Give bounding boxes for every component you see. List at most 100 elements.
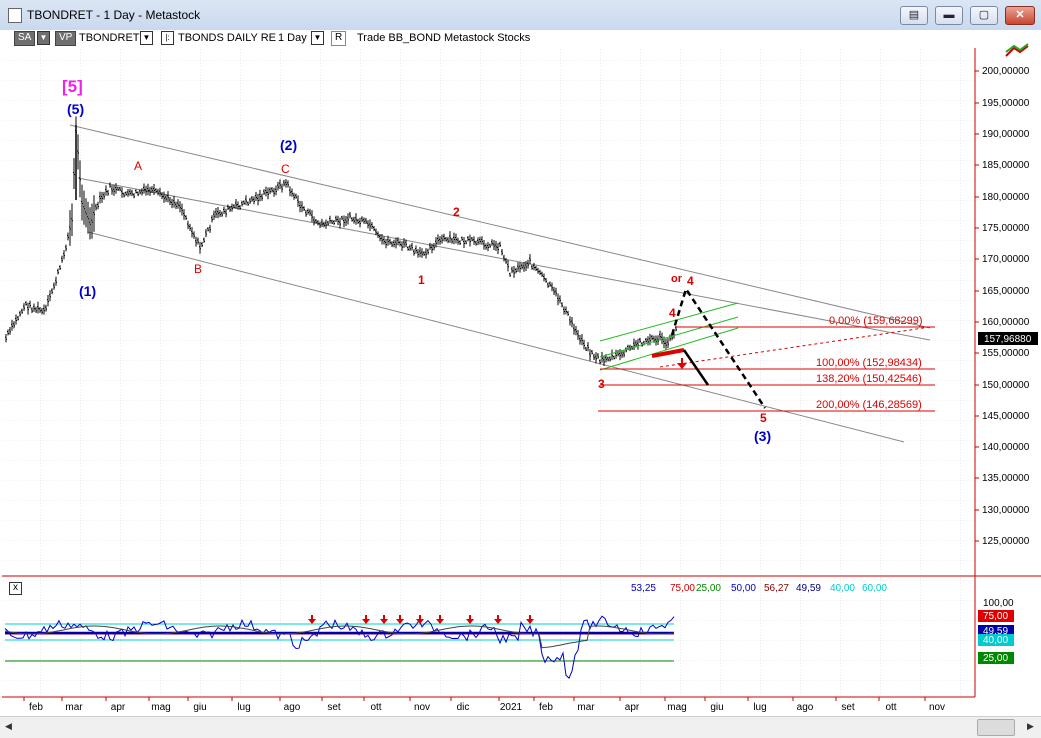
wave-label-3: 3	[598, 377, 605, 391]
wave-label-4-a: 4	[669, 306, 676, 320]
time-tick-label: lug	[753, 702, 766, 713]
scroll-left-icon[interactable]: ◀	[5, 721, 12, 731]
last-price-label: 157,96880	[984, 334, 1032, 345]
wave-label-1-small: 1	[418, 273, 425, 287]
price-tick-label: 135,00000	[982, 473, 1030, 484]
vp-button[interactable]: VP	[55, 31, 77, 46]
oscillator-readout: 49,59	[796, 583, 821, 594]
time-tick-label: apr	[625, 702, 640, 713]
price-pane-grid	[2, 48, 975, 575]
wave-projections	[651, 286, 767, 409]
wave-label-1: (1)	[79, 283, 96, 299]
security-name: TBONDS DAILY RE	[178, 32, 277, 44]
period-dropdown-icon[interactable]: ▼	[311, 31, 324, 45]
oscillator-signal-arrow	[416, 615, 424, 624]
wave-label-a: A	[134, 159, 142, 173]
toolbar-links[interactable]: Trade BB_BOND Metastock Stocks	[357, 32, 531, 44]
oscillator-axis-label: 75,00	[983, 611, 1008, 622]
price-tick-label: 155,00000	[982, 348, 1030, 359]
price-tick-label: 160,00000	[982, 317, 1030, 328]
close-button[interactable]: ✕	[1005, 6, 1035, 25]
restore-button[interactable]: ▢	[970, 6, 998, 25]
oscillator-axis-tag	[978, 652, 1014, 664]
tile-icon[interactable]: ▤	[900, 6, 928, 25]
price-tick-label: 185,00000	[982, 160, 1030, 171]
wave-label-5-small: 5	[760, 411, 767, 425]
time-tick-label: set	[841, 702, 855, 713]
wave-label-c: C	[281, 162, 290, 176]
oscillator-readout: 40,00	[830, 583, 855, 594]
oscillator-readout: 75,00	[670, 583, 695, 594]
oscillator-axis-tag	[978, 610, 1014, 622]
window-titlebar: TBONDRET - 1 Day - Metastock ▤ ▬ ▢ ✕	[0, 0, 1041, 31]
fib-lines	[598, 326, 935, 412]
oscillator-signal-arrow	[466, 615, 474, 624]
period-label: 1 Day	[278, 32, 307, 44]
oscillator-readout: 53,25	[631, 583, 656, 594]
oscillator-signal-arrow	[396, 615, 404, 624]
time-tick-label: mag	[151, 702, 170, 713]
sa-button[interactable]: SA	[14, 31, 36, 46]
oscillator-readout: 56,27	[764, 583, 789, 594]
r-button[interactable]: R	[331, 31, 347, 46]
fib-label-200: 200,00% (146,28569)	[816, 399, 922, 411]
oscillator-readout: 50,00	[731, 583, 756, 594]
price-tick-label: 130,00000	[982, 505, 1030, 516]
wave-label-b: B	[194, 262, 202, 276]
time-tick-label: dic	[457, 702, 470, 713]
time-tick-label: feb	[29, 702, 43, 713]
chart-toolbar: SA ▼ VP TBONDRET ▼ |: TBONDS DAILY RE 1 …	[0, 30, 1041, 47]
price-tick-label: 175,00000	[982, 223, 1030, 234]
time-tick-label: mag	[667, 702, 686, 713]
wave-label-or: or	[671, 273, 683, 285]
symbol-dropdown-icon[interactable]: ▼	[140, 31, 153, 45]
wave-label-2-big: (2)	[280, 137, 297, 153]
time-tick-label: ago	[797, 702, 814, 713]
time-axis: feb mar apr mag giu lug ago set ott nov dic 2021 feb…	[23, 697, 945, 713]
time-tick-label: lug	[237, 702, 250, 713]
oscillator-signal-arrow	[494, 615, 502, 624]
wave-label-4-b: 4	[687, 274, 694, 288]
time-tick-label: nov	[414, 702, 430, 713]
time-tick-label: 2021	[500, 702, 523, 713]
wave-label-5-bracket: [5]	[62, 77, 83, 96]
time-tick-label: ago	[284, 702, 301, 713]
oscillator-signal-arrow	[436, 615, 444, 624]
wave-label-2: 2	[453, 205, 460, 219]
price-tick-label: 150,00000	[982, 380, 1030, 391]
oscillator-signal-arrow	[308, 615, 316, 624]
oscillator-signal-arrow	[526, 615, 534, 624]
oscillator-close-button[interactable]: x	[9, 582, 22, 595]
price-tick-label: 165,00000	[982, 286, 1030, 297]
chart-tools-icon[interactable]	[1005, 43, 1029, 57]
oscillator	[4, 615, 675, 679]
price-tick-label: 195,00000	[982, 98, 1030, 109]
minimize-button[interactable]: ▬	[935, 6, 963, 25]
fib-label-138: 138,20% (150,42546)	[816, 373, 922, 385]
oscillator-axis-tag	[978, 634, 1014, 646]
sa-dropdown-icon[interactable]: ▼	[37, 31, 50, 45]
horizontal-scrollbar[interactable]: ◀ ▶	[0, 716, 1041, 738]
oscillator-signal-arrow	[380, 615, 388, 624]
time-tick-label: giu	[193, 702, 206, 713]
security-icon[interactable]: |:	[161, 31, 174, 45]
oscillator-axis-label: 49,59	[983, 626, 1008, 637]
fib-label-100: 100,00% (152,98434)	[816, 357, 922, 369]
price-tick-label: 180,00000	[982, 192, 1030, 203]
price-tick-label: 125,00000	[982, 536, 1030, 547]
time-tick-label: mar	[65, 702, 83, 713]
symbol-label: TBONDRET	[79, 32, 140, 44]
oscillator-axis-label: 40,00	[983, 635, 1008, 646]
time-tick-label: apr	[111, 702, 126, 713]
wave-label-3-big: (3)	[754, 428, 771, 444]
scroll-right-icon[interactable]: ▶	[1027, 721, 1034, 731]
oscillator-axis-label: 25,00	[983, 653, 1008, 664]
price-bars	[5, 116, 677, 367]
time-tick-label: feb	[539, 702, 553, 713]
scroll-thumb[interactable]	[977, 719, 1015, 736]
window-title: TBONDRET - 1 Day - Metastock	[27, 8, 201, 22]
time-tick-label: ott	[370, 702, 381, 713]
oscillator-pane-grid	[2, 578, 975, 696]
time-tick-label: ott	[885, 702, 896, 713]
price-axis: 200,00000 195,00000 190,00000 185,00000 180,…	[975, 66, 1030, 547]
